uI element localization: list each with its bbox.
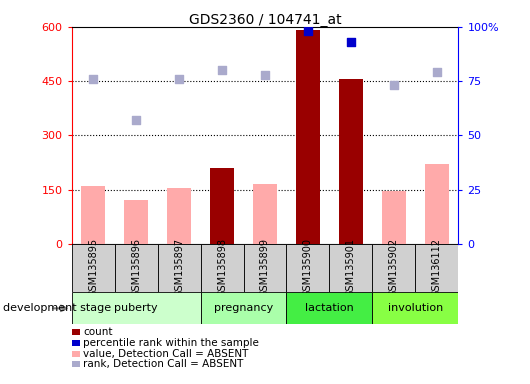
- Bar: [157, 244, 200, 292]
- Text: GSM135901: GSM135901: [346, 238, 356, 297]
- Text: percentile rank within the sample: percentile rank within the sample: [83, 338, 259, 348]
- Point: [175, 76, 183, 82]
- Bar: [210, 168, 234, 244]
- Text: rank, Detection Call = ABSENT: rank, Detection Call = ABSENT: [83, 359, 244, 369]
- Bar: [114, 244, 157, 292]
- Point: [390, 83, 398, 89]
- Bar: [287, 244, 330, 292]
- Bar: [81, 186, 105, 244]
- Text: involution: involution: [388, 303, 443, 313]
- Bar: [72, 292, 200, 324]
- Bar: [330, 244, 373, 292]
- Point: [347, 39, 355, 45]
- Text: GSM135902: GSM135902: [389, 238, 399, 297]
- Bar: [373, 292, 458, 324]
- Bar: [200, 292, 287, 324]
- Text: GSM135900: GSM135900: [303, 238, 313, 297]
- Point: [218, 67, 226, 73]
- Text: GSM135895: GSM135895: [88, 238, 98, 297]
- Point: [304, 28, 312, 34]
- Text: GSM136112: GSM136112: [432, 238, 442, 297]
- Point: [432, 70, 441, 76]
- Bar: [339, 79, 363, 244]
- Bar: [253, 184, 277, 244]
- Bar: [373, 244, 416, 292]
- Text: count: count: [83, 327, 113, 337]
- Bar: [382, 191, 406, 244]
- Text: pregnancy: pregnancy: [214, 303, 273, 313]
- Text: GSM135896: GSM135896: [131, 238, 141, 297]
- Text: GDS2360 / 104741_at: GDS2360 / 104741_at: [189, 13, 341, 27]
- Bar: [416, 244, 458, 292]
- Bar: [425, 164, 449, 244]
- Text: puberty: puberty: [114, 303, 158, 313]
- Bar: [200, 244, 243, 292]
- Point: [261, 71, 269, 78]
- Bar: [124, 200, 148, 244]
- Bar: [167, 188, 191, 244]
- Bar: [287, 292, 373, 324]
- Text: value, Detection Call = ABSENT: value, Detection Call = ABSENT: [83, 349, 249, 359]
- Point: [89, 76, 98, 82]
- Bar: [243, 244, 287, 292]
- Text: GSM135898: GSM135898: [217, 238, 227, 297]
- Text: lactation: lactation: [305, 303, 354, 313]
- Text: GSM135899: GSM135899: [260, 238, 270, 297]
- Bar: [72, 244, 114, 292]
- Text: development stage: development stage: [3, 303, 111, 313]
- Text: GSM135897: GSM135897: [174, 238, 184, 297]
- Point: [132, 117, 140, 123]
- Bar: [296, 30, 320, 244]
